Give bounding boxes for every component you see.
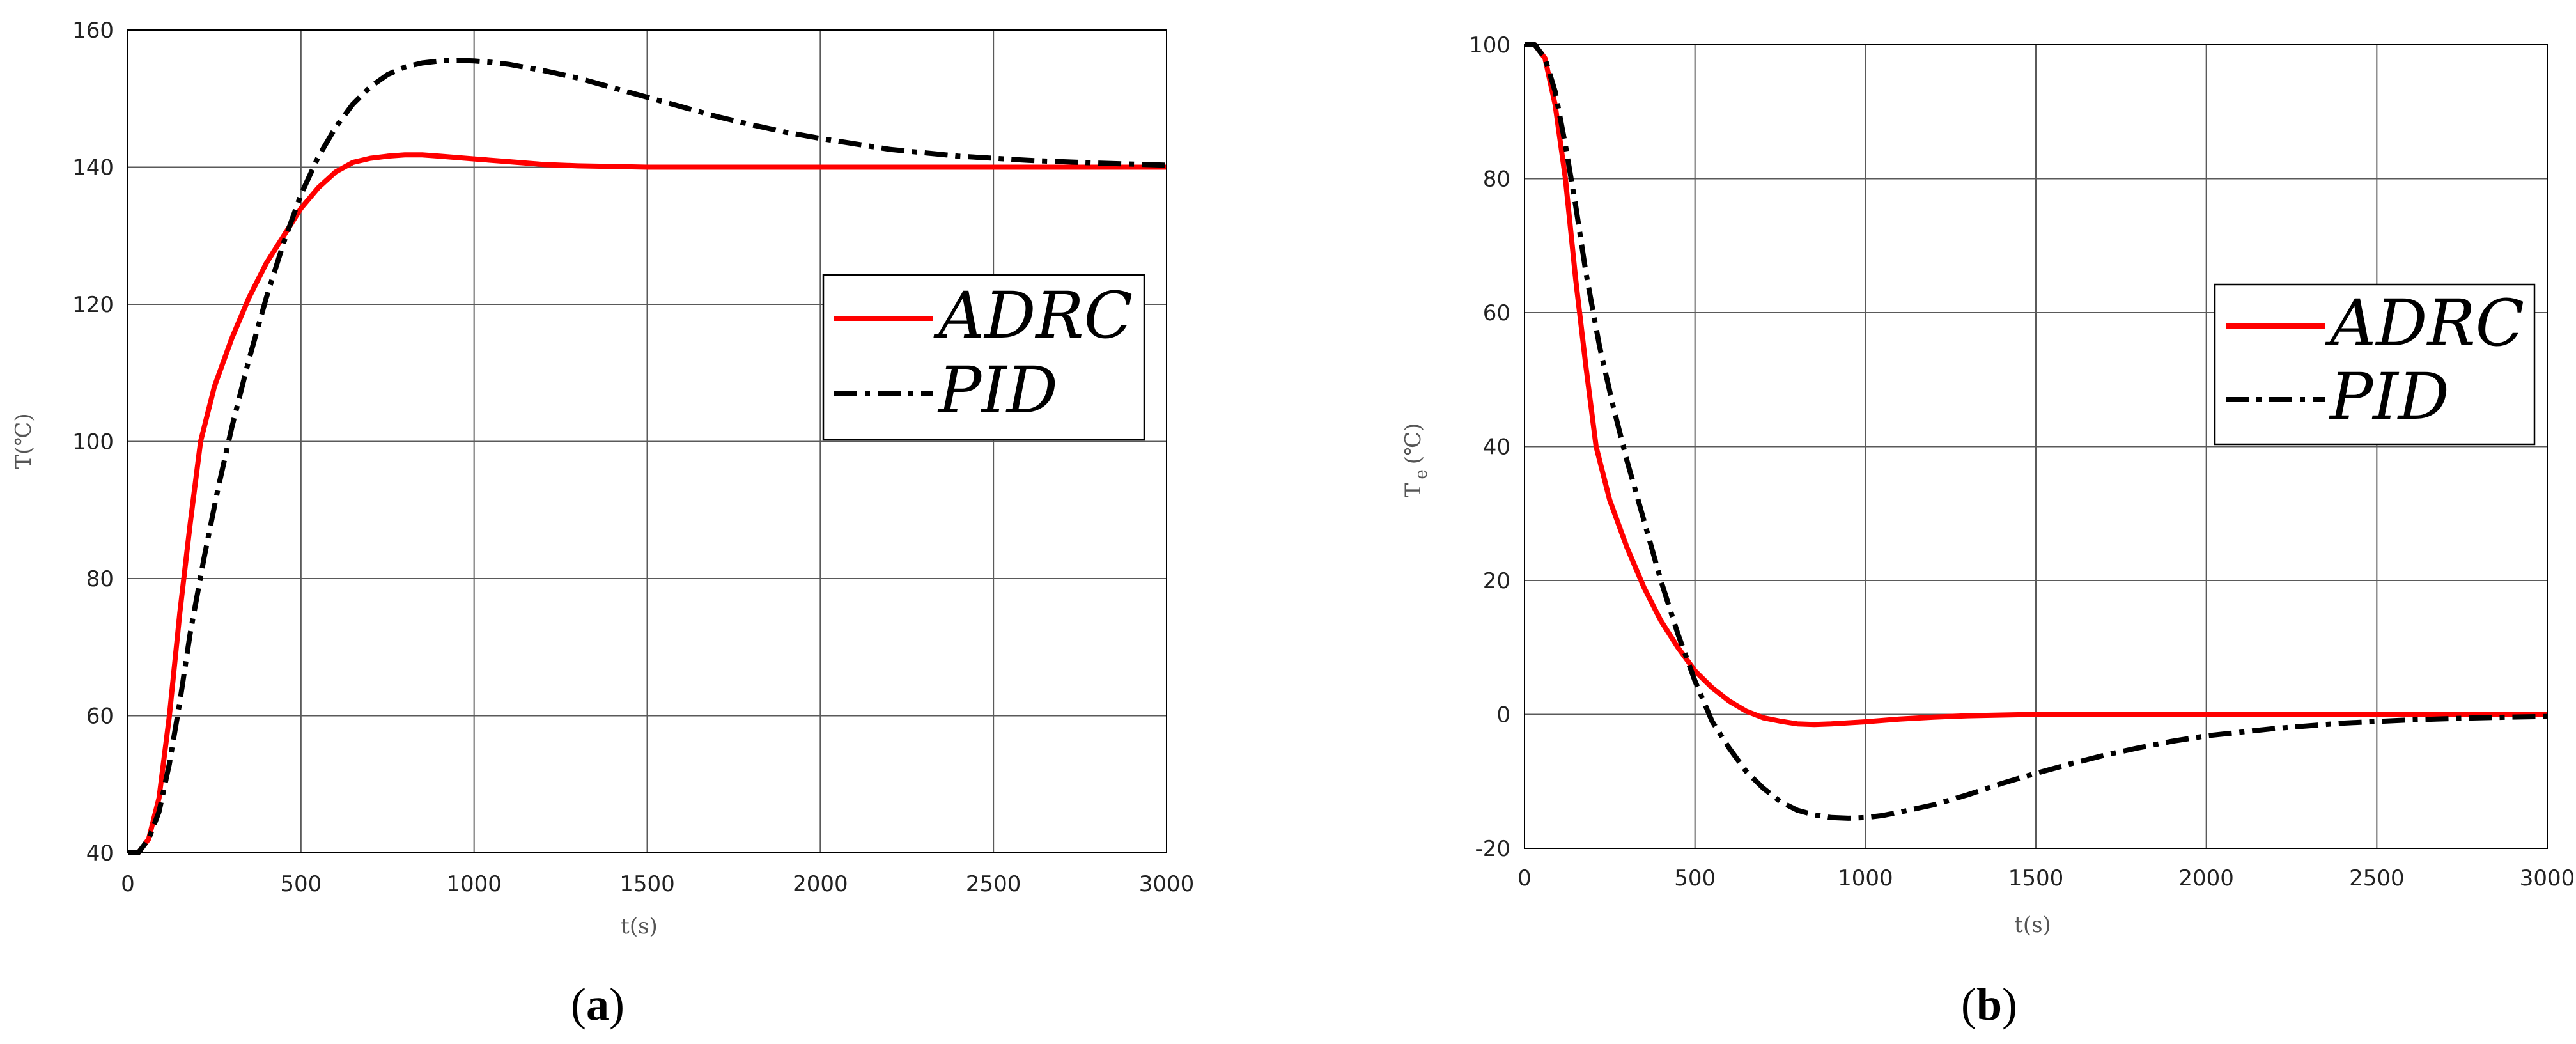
panel-a-y-tick-label: 160 [72, 18, 114, 43]
panel-b-y-axis-label: Te(℃) [1401, 423, 1431, 498]
panel-a-legend-pid-label: PID [937, 353, 1058, 428]
panel-a-x-tick-label: 500 [280, 871, 322, 897]
panel-a-legend-adrc-label: ADRC [933, 278, 1133, 353]
panel-b-x-tick-label: 1500 [2008, 866, 2064, 891]
panel-b-caption: (b) [1961, 979, 2017, 1030]
panel-a-y-tick-label: 100 [72, 430, 114, 455]
panel-a-y-tick-label: 40 [86, 841, 114, 866]
panel-a-x-tick-label: 2000 [793, 871, 848, 897]
panel-a-x-tick-label: 3000 [1139, 871, 1195, 897]
panel-b-legend-pid-label: PID [2329, 359, 2449, 434]
panel-b-adrc-line [1525, 42, 2547, 728]
panel-a-y-tick-label: 80 [86, 566, 114, 592]
panel-a-x-tick-label: 0 [121, 871, 135, 897]
panel-a-adrc-line [128, 152, 1167, 855]
panel-b-legend: ADRC PID [2214, 283, 2536, 446]
panel-b-y-tick-label: 80 [1483, 167, 1510, 192]
panel-a-legend: ADRC PID [822, 274, 1145, 441]
panel-b-x-tick-label: 0 [1517, 866, 1532, 891]
panel-b-frame [1524, 44, 2548, 849]
panel-a-y-axis-label: T(℃) [11, 413, 36, 469]
panel-b-y-tick-labels: -20 0 20 40 60 80 100 [1469, 33, 1510, 862]
panel-a-series [128, 58, 1167, 855]
panel-b-y-tick-label: 100 [1469, 33, 1510, 58]
panel-a-legend-box [822, 274, 1145, 441]
panel-b-x-axis-label: t(s) [2014, 912, 2051, 938]
panel-b-legend-box [2214, 283, 2536, 446]
panel-b-x-tick-label: 2000 [2178, 866, 2234, 891]
panel-b-x-tick-label: 1000 [1838, 866, 1893, 891]
panel-a-x-tick-label: 1000 [446, 871, 502, 897]
panel-b-y-tick-label: 20 [1483, 568, 1510, 594]
panel-b-y-tick-label: -20 [1475, 836, 1510, 862]
panel-a-caption: (a) [571, 979, 625, 1030]
panel-b-y-tick-label: 40 [1483, 435, 1510, 460]
panel-a-x-tick-labels: 0 500 1000 1500 2000 2500 3000 [121, 871, 1194, 897]
panel-a-chart: 0 500 1000 1500 2000 2500 3000 40 60 80 100 120 140… [11, 18, 1194, 1030]
panel-b-x-tick-label: 3000 [2520, 866, 2575, 891]
panel-a-x-tick-label: 2500 [966, 871, 1021, 897]
panel-a-y-tick-label: 60 [86, 704, 114, 729]
panel-a-frame [127, 29, 1167, 853]
panel-b-pid-line [1525, 42, 2548, 821]
panel-a-y-tick-label: 120 [72, 292, 114, 318]
panel-a-y-tick-label: 140 [72, 155, 114, 181]
panel-b-chart: 0 500 1000 1500 2000 2500 3000 -20 0 20 40 60 80 100… [1401, 33, 2575, 1030]
panel-a-x-axis-label: t(s) [621, 914, 658, 939]
panel-b-series [1525, 42, 2548, 821]
panel-a-y-tick-labels: 40 60 80 100 120 140 160 [72, 18, 114, 866]
panel-a-pid-line [128, 58, 1167, 855]
panel-a-x-tick-label: 1500 [619, 871, 675, 897]
panel-b-x-tick-label: 500 [1674, 866, 1716, 891]
panel-b-y-tick-label: 60 [1483, 300, 1510, 326]
panel-b-y-tick-label: 0 [1496, 703, 1510, 728]
panel-b-legend-adrc-label: ADRC [2325, 286, 2524, 361]
panel-b-x-tick-label: 2500 [2349, 866, 2405, 891]
panel-b-x-tick-labels: 0 500 1000 1500 2000 2500 3000 [1517, 866, 2575, 891]
